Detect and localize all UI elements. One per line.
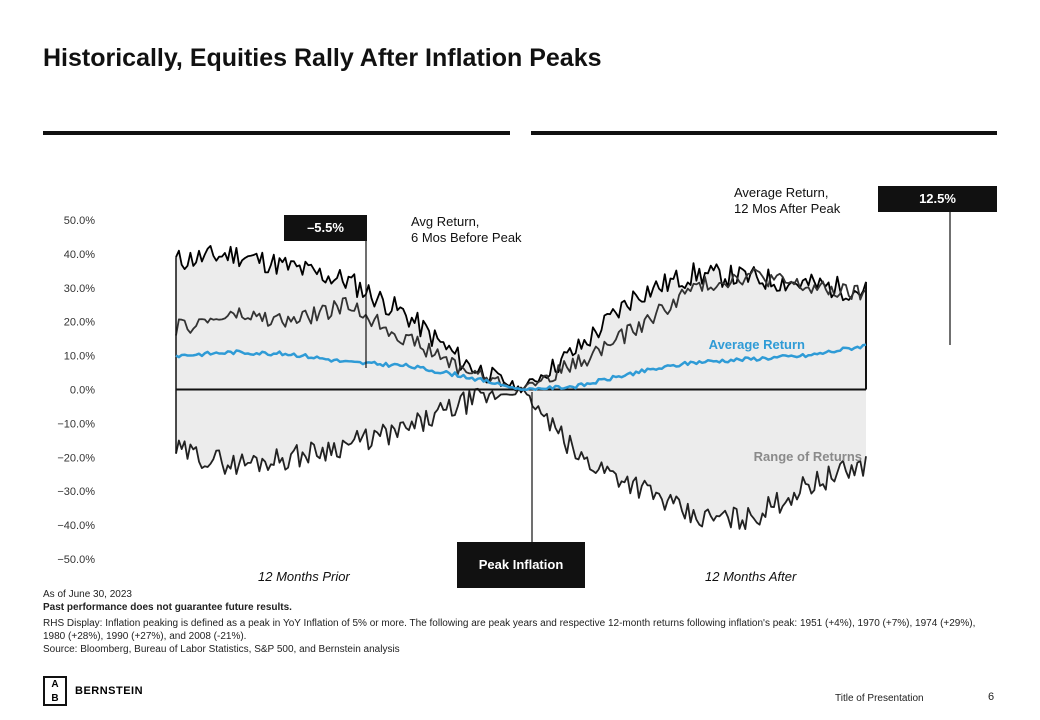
before-peak-label-line2: 6 Mos Before Peak xyxy=(411,230,522,245)
logo-mark-bottom: B xyxy=(51,693,59,704)
y-tick-label: −50.0% xyxy=(57,554,95,566)
definition-note: RHS Display: Inflation peaking is define… xyxy=(43,618,976,642)
y-tick-label: −10.0% xyxy=(57,418,95,430)
before-peak-label: Avg Return, 6 Mos Before Peak xyxy=(411,214,522,246)
after-peak-label: Average Return, 12 Mos After Peak xyxy=(734,185,840,217)
footnotes: As of June 30, 2023 Past performance doe… xyxy=(43,588,998,656)
y-tick-label: 0.0% xyxy=(70,385,95,397)
before-peak-label-line1: Avg Return, xyxy=(411,214,480,229)
after-peak-label-line2: 12 Mos After Peak xyxy=(734,201,841,216)
disclaimer-note: Past performance does not guarantee futu… xyxy=(43,602,292,613)
y-tick-label: 30.0% xyxy=(64,283,95,295)
y-tick-label: 10.0% xyxy=(64,351,95,363)
x-label-prior: 12 Months Prior xyxy=(258,569,350,584)
before-peak-value-box: –5.5% xyxy=(284,215,367,241)
title-rule-right xyxy=(531,131,997,135)
y-axis: 50.0% 40.0% 30.0% 20.0% 10.0% 0.0% −10.0% −20.0… xyxy=(57,215,95,566)
y-tick-label: 50.0% xyxy=(64,215,95,227)
annotations: Average Return Range of Returns xyxy=(365,212,951,542)
y-tick-label: 40.0% xyxy=(64,249,95,261)
returns-chart: 50.0% 40.0% 30.0% 20.0% 10.0% 0.0% −10.0% −20.0… xyxy=(57,212,951,566)
as-of-note: As of June 30, 2023 xyxy=(43,589,132,600)
logo-mark-top: A xyxy=(51,679,59,690)
footer-title: Title of Presentation xyxy=(835,693,924,704)
peak-inflation-box: Peak Inflation xyxy=(457,542,585,588)
range-of-returns-label: Range of Returns xyxy=(754,449,862,464)
y-tick-label: −30.0% xyxy=(57,486,95,498)
series-line-range-low xyxy=(175,386,867,530)
bernstein-logo: A B BERNSTEIN xyxy=(43,676,143,706)
y-tick-label: −40.0% xyxy=(57,520,95,532)
after-peak-label-line1: Average Return, xyxy=(734,185,829,200)
x-label-after: 12 Months After xyxy=(705,569,797,584)
logo-text: BERNSTEIN xyxy=(75,685,144,697)
y-tick-label: 20.0% xyxy=(64,317,95,329)
y-tick-label: −20.0% xyxy=(57,452,95,464)
ab-logo-mark: A B xyxy=(43,676,67,706)
page-title: Historically, Equities Rally After Infla… xyxy=(43,44,602,72)
series-line-average-return xyxy=(175,343,867,392)
title-rule-left xyxy=(43,131,510,135)
after-peak-value-box: 12.5% xyxy=(878,186,997,212)
source-note: Source: Bloomberg, Bureau of Labor Stati… xyxy=(43,644,400,655)
zero-axis xyxy=(175,257,867,454)
page-number: 6 xyxy=(988,691,995,703)
average-return-label: Average Return xyxy=(709,337,805,352)
